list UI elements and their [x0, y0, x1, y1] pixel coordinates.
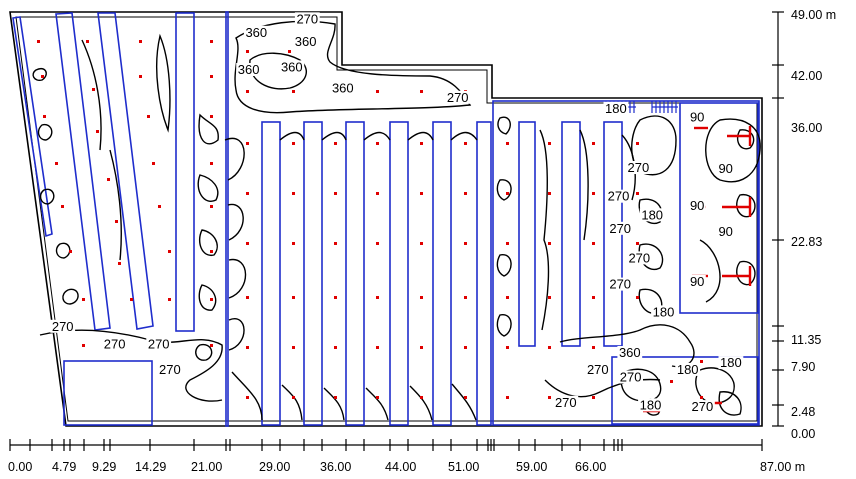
- isoline-label-background: [639, 208, 665, 222]
- x-axis-labels: 0.00 4.79 9.29 14.29 21.00 29.00 36.00 44.00 51.…: [8, 460, 805, 474]
- y-axis-label: 2.48: [791, 405, 815, 419]
- isoline-label-background: [603, 101, 629, 115]
- isoline-label-background: [294, 12, 320, 26]
- isoline-label: 180: [640, 397, 662, 412]
- isoline-label-background: [236, 63, 261, 76]
- y-axis-label: 42.00: [791, 69, 822, 83]
- isoline-label: 360: [281, 59, 303, 74]
- x-axis-label: 9.29: [92, 460, 116, 474]
- isoline-label-background: [50, 319, 76, 333]
- isoline-label-background: [330, 81, 356, 95]
- x-axis-label: 4.79: [52, 460, 76, 474]
- isoline-label: 270: [148, 337, 170, 352]
- isoline-label: 360: [619, 345, 641, 360]
- isoline-label: 270: [159, 362, 181, 377]
- isoline-label-background: [626, 251, 652, 265]
- isoline-label-background: [626, 161, 651, 174]
- isoline-label: 270: [628, 250, 650, 265]
- isoline-label: 90: [690, 274, 704, 289]
- isoline-label: 270: [620, 370, 642, 385]
- isoline-label-background: [675, 362, 701, 376]
- isoline-label-background: [585, 362, 611, 376]
- isoline-label-background: [553, 395, 579, 409]
- y-dimension-axis: [772, 11, 784, 427]
- isoline-label-background: [102, 337, 127, 351]
- y-axis-label: 11.35: [791, 333, 821, 347]
- isoline-label-background: [717, 225, 735, 239]
- isoline-label: 270: [447, 90, 469, 105]
- isoline-label: 360: [245, 25, 267, 40]
- isoline-label: 270: [555, 395, 577, 410]
- isoline-label-background: [157, 362, 183, 376]
- isoline-label-background: [607, 277, 633, 291]
- building-outline: [9, 11, 763, 427]
- x-axis-label: 66.00: [575, 460, 606, 474]
- isoline-label: 270: [692, 399, 714, 414]
- isoline-label: 180: [653, 304, 675, 319]
- isoline-label-background: [607, 221, 633, 235]
- equipment-areas: [12, 11, 760, 427]
- x-axis-label: 36.00: [320, 460, 351, 474]
- measurement-points: [37, 40, 703, 399]
- isoline-label-background: [243, 25, 269, 39]
- isoline-label: 270: [628, 160, 650, 175]
- isoline-label-background: [717, 161, 735, 175]
- isoline-label-background: [618, 370, 643, 384]
- isoline-labels: 270 360 360 360 360 360 270 180 90 270 90 270 180 90 2…: [50, 11, 744, 414]
- isoline-label-background: [688, 275, 706, 288]
- isoline-label-background: [688, 199, 706, 212]
- isoline-label-background: [690, 400, 715, 414]
- y-axis-label: 22.83: [791, 235, 822, 249]
- x-axis-label: 51.00: [448, 460, 479, 474]
- isoline-label-background: [688, 110, 706, 124]
- isoline-label: 180: [641, 207, 663, 222]
- isoline-label-background: [651, 305, 676, 319]
- isoline-label-background: [718, 356, 744, 370]
- isoline-label: 180: [677, 362, 699, 377]
- y-axis-label: 7.90: [791, 360, 815, 374]
- x-axis-label: 21.00: [191, 460, 222, 474]
- isoline-label-background: [445, 90, 471, 104]
- y-axis-label: 36.00: [791, 121, 822, 135]
- isoline-label: 270: [104, 337, 126, 352]
- x-dimension-axis: [9, 439, 763, 451]
- isoline-label: 270: [609, 277, 631, 292]
- isoline-label: 180: [720, 355, 742, 370]
- y-axis-label: 0.00: [791, 427, 815, 441]
- x-axis-label: 87.00 m: [760, 460, 805, 474]
- isoline-label-background: [617, 346, 643, 359]
- x-axis-label: 0.00: [8, 460, 32, 474]
- isoline-label: 270: [587, 362, 609, 377]
- isoline-label: 270: [609, 221, 631, 236]
- x-axis-label: 14.29: [135, 460, 166, 474]
- isoline-label: 180: [605, 101, 627, 116]
- x-axis-label: 29.00: [259, 460, 290, 474]
- isoline-label-background: [638, 398, 663, 412]
- isoline-label: 90: [690, 198, 704, 213]
- isoline-label-background: [146, 337, 172, 351]
- isoline-label: 270: [296, 11, 318, 26]
- isoline-label: 360: [332, 81, 354, 96]
- y-axis-labels: 49.00 m 42.00 36.00 22.83 11.35 7.90 2.48 0.00: [791, 8, 836, 441]
- isoline-label: 90: [690, 109, 704, 124]
- isoline-label: 360: [295, 34, 317, 49]
- x-axis-label: 44.00: [385, 460, 416, 474]
- y-axis-label: 49.00 m: [791, 8, 836, 22]
- isoline-label: 270: [52, 319, 74, 334]
- isoline-label-background: [293, 35, 318, 49]
- isoline-label: 360: [238, 62, 260, 77]
- isoline-label-background: [606, 189, 631, 203]
- isoline-label: 270: [608, 189, 630, 204]
- isoline-label: 90: [718, 161, 732, 176]
- isoline-label-background: [279, 60, 305, 74]
- x-axis-label: 59.00: [516, 460, 547, 474]
- isoline-label: 90: [718, 224, 732, 239]
